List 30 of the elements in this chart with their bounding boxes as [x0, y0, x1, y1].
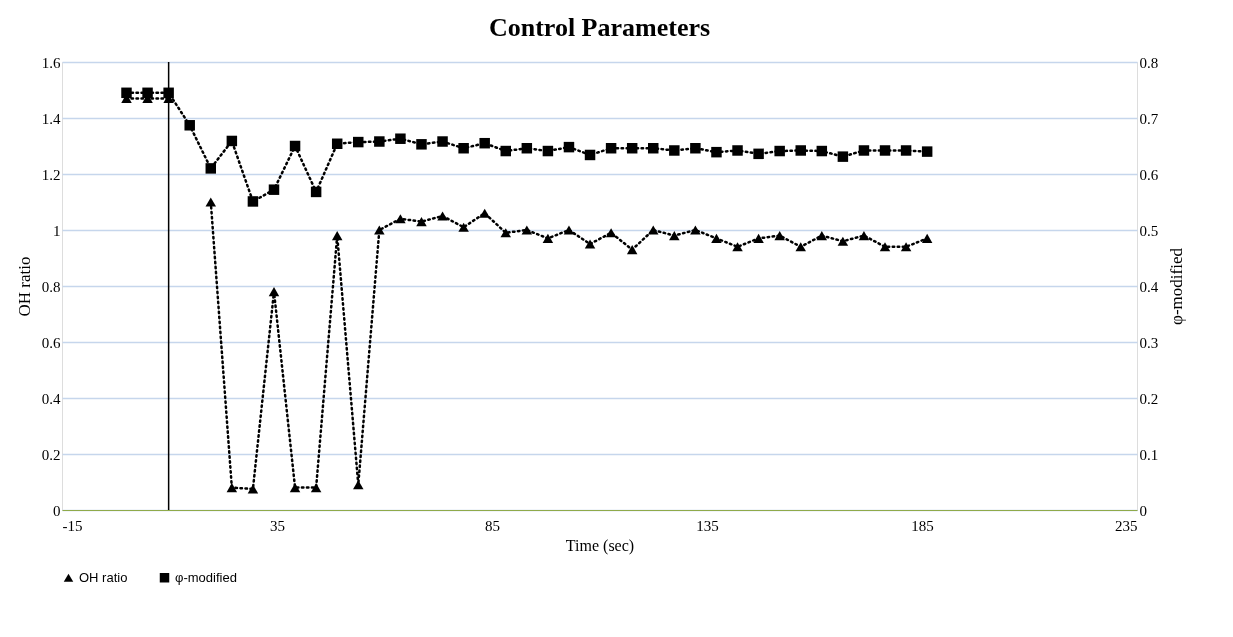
- y-tick-label: 1.2: [41, 166, 61, 183]
- x-tick-label: 85: [485, 517, 500, 534]
- y-tick-label: 0: [53, 502, 61, 519]
- y2-tick-label: 0.8: [1139, 54, 1159, 71]
- x-tick-label: 135: [696, 517, 719, 534]
- y2-tick-label: 0.2: [1139, 390, 1159, 407]
- x-axis-title: Time (sec): [565, 536, 635, 555]
- y2-tick-label: 0.5: [1139, 222, 1159, 239]
- y-tick-label: 0.4: [41, 390, 61, 407]
- x-tick-label: 35: [270, 517, 285, 534]
- x-tick-label: 185: [911, 517, 934, 534]
- legend-label: OH ratio: [79, 569, 128, 585]
- x-tick-label: -15: [62, 517, 83, 534]
- y-axis-title: OH ratio: [14, 256, 34, 317]
- y2-tick-label: 0.4: [1139, 278, 1159, 295]
- y-tick-label: 0.2: [41, 446, 61, 463]
- y2-tick-label: 0.3: [1139, 334, 1159, 351]
- y-tick-label: 1: [53, 222, 61, 239]
- chart-title: Control Parameters: [488, 13, 711, 42]
- y-tick-label: 1.6: [41, 54, 61, 71]
- y-tick-label: 0.8: [41, 278, 61, 295]
- legend-label: φ-modified: [175, 569, 237, 585]
- y2-tick-label: 0.6: [1139, 166, 1159, 183]
- y2-tick-label: 0.7: [1139, 110, 1159, 127]
- y2-axis-title: φ-modified: [1167, 247, 1187, 325]
- y-tick-label: 1.4: [41, 110, 61, 127]
- x-tick-label: 235: [1115, 517, 1138, 534]
- y2-tick-label: 0.1: [1139, 446, 1159, 463]
- y2-tick-label: 0: [1139, 502, 1147, 519]
- y-tick-label: 0.6: [41, 334, 61, 351]
